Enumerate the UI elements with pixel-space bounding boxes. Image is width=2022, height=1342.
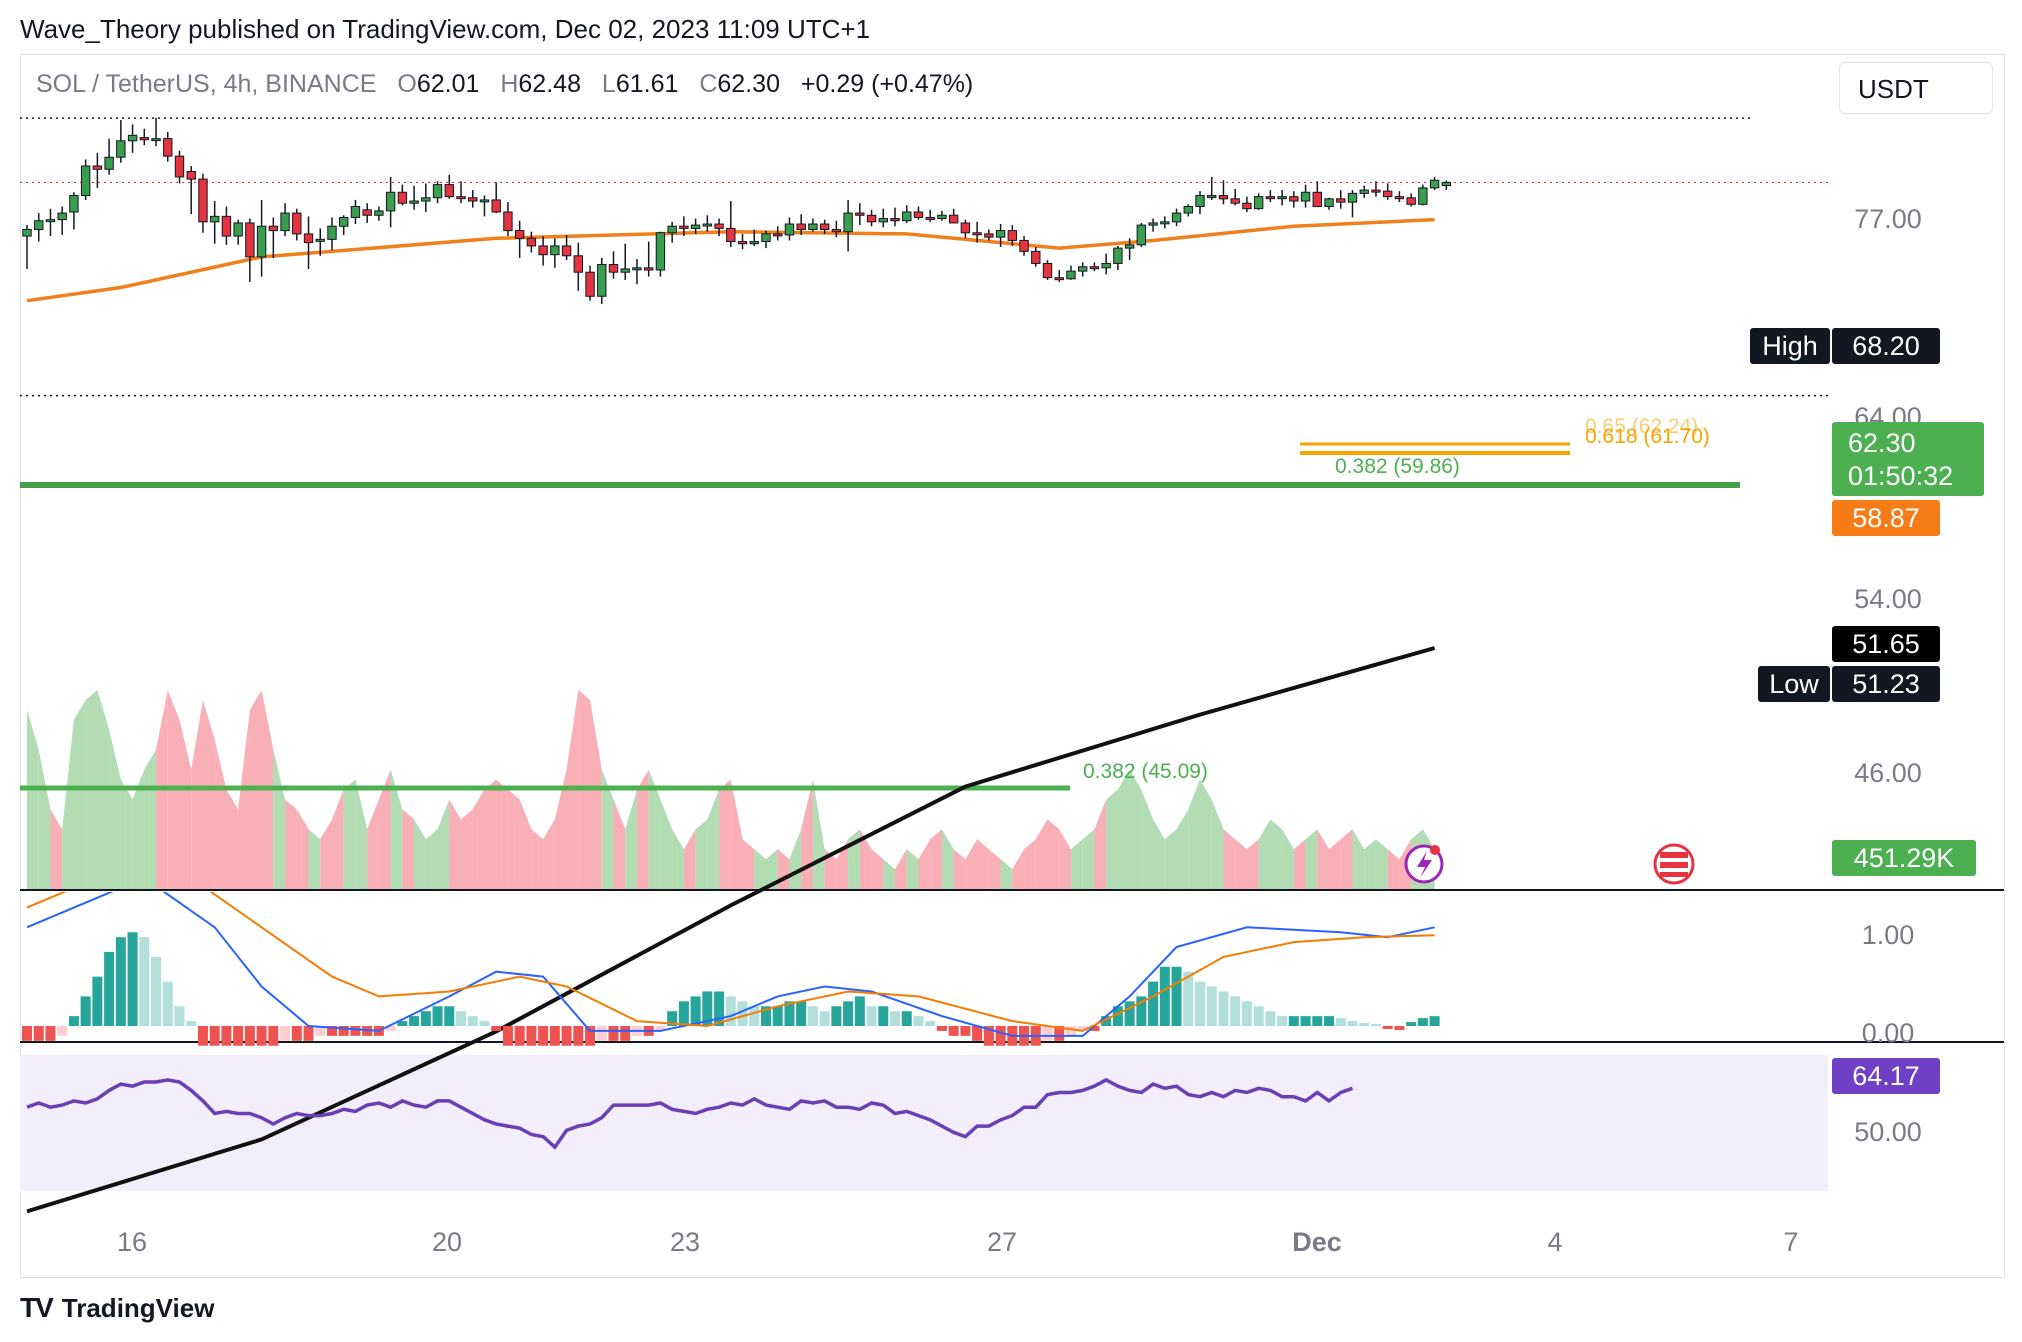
brand-name: TradingView xyxy=(61,1292,215,1323)
currency-button[interactable]: USDT xyxy=(1839,62,1993,114)
high-value: 62.48 xyxy=(518,70,581,98)
symbol-legend: SOL / TetherUS, 4h, BINANCE O62.01 H62.4… xyxy=(36,70,973,99)
low-value: 61.61 xyxy=(615,70,679,98)
open-value: 62.01 xyxy=(416,70,480,98)
close-value: 62.30 xyxy=(717,70,780,98)
high-key: H xyxy=(500,70,519,98)
symbol-label[interactable]: SOL / TetherUS, 4h, BINANCE xyxy=(36,70,377,98)
chart-frame xyxy=(20,54,2005,1278)
low-key: L xyxy=(601,70,616,98)
close-key: C xyxy=(699,70,718,98)
footer-brand: TV TradingView xyxy=(20,1292,214,1324)
open-key: O xyxy=(397,70,417,98)
change-value: +0.29 (+0.47%) xyxy=(800,70,974,98)
tradingview-logo-icon: TV xyxy=(20,1292,54,1323)
publisher-line: Wave_Theory published on TradingView.com… xyxy=(20,14,871,44)
